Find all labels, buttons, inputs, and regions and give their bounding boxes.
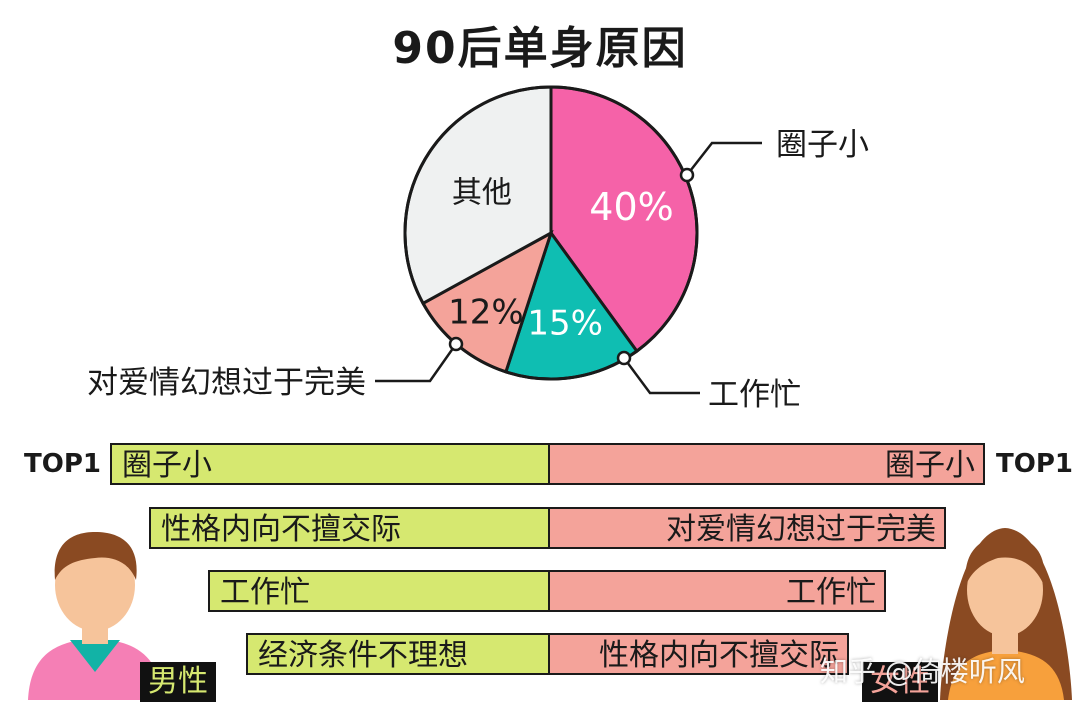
female-bar-3: 工作忙	[548, 570, 886, 612]
male-bar-4: 经济条件不理想	[246, 633, 548, 675]
pie-slice-label-0: 圈子小	[776, 127, 869, 163]
female-avatar	[940, 528, 1072, 700]
male-bar-label: 经济条件不理想	[258, 638, 468, 673]
male-bar-label: 工作忙	[220, 575, 310, 610]
top1-label-right: TOP1	[996, 449, 1073, 479]
male-bar-label: 性格内向不擅交际	[161, 512, 401, 547]
leader-dot-0	[679, 167, 695, 183]
watermark: 知乎 @倚楼听风	[820, 655, 1025, 688]
female-bar-1: 圈子小	[548, 443, 985, 485]
pie-value-label-1: 15%	[527, 303, 603, 343]
leader-line-2	[375, 343, 458, 383]
male-bar-2: 性格内向不擅交际	[149, 507, 548, 549]
leader-dot-1	[616, 350, 632, 366]
female-bar-label: 圈子小	[885, 448, 975, 483]
male-label: 男性	[140, 662, 216, 702]
male-bar-1: 圈子小	[110, 443, 548, 485]
male-bar-3: 工作忙	[208, 570, 548, 612]
female-bar-2: 对爱情幻想过于完美	[548, 507, 946, 549]
pie-slice-label-3: 其他	[452, 176, 512, 211]
pie-value-label-0: 40%	[589, 185, 673, 229]
chart-title: 90后单身原因	[392, 23, 688, 74]
female-label: 女性	[862, 662, 938, 702]
female-bar-label: 性格内向不擅交际	[599, 638, 839, 673]
male-avatar	[28, 532, 163, 700]
leader-line-1	[622, 357, 700, 395]
leader-line-0	[686, 141, 762, 176]
male-bar-label: 圈子小	[122, 448, 212, 483]
pie-value-label-2: 12%	[448, 293, 524, 333]
female-bar-4: 性格内向不擅交际	[548, 633, 849, 675]
female-bar-label: 工作忙	[786, 575, 876, 610]
top1-label-left: TOP1	[24, 449, 101, 479]
pie-outline	[403, 85, 699, 381]
pie-slice-label-1: 工作忙	[708, 377, 801, 413]
female-bar-label: 对爱情幻想过于完美	[666, 512, 936, 547]
pie-slice-label-2: 对爱情幻想过于完美	[87, 365, 366, 401]
leader-dot-2	[448, 336, 464, 352]
